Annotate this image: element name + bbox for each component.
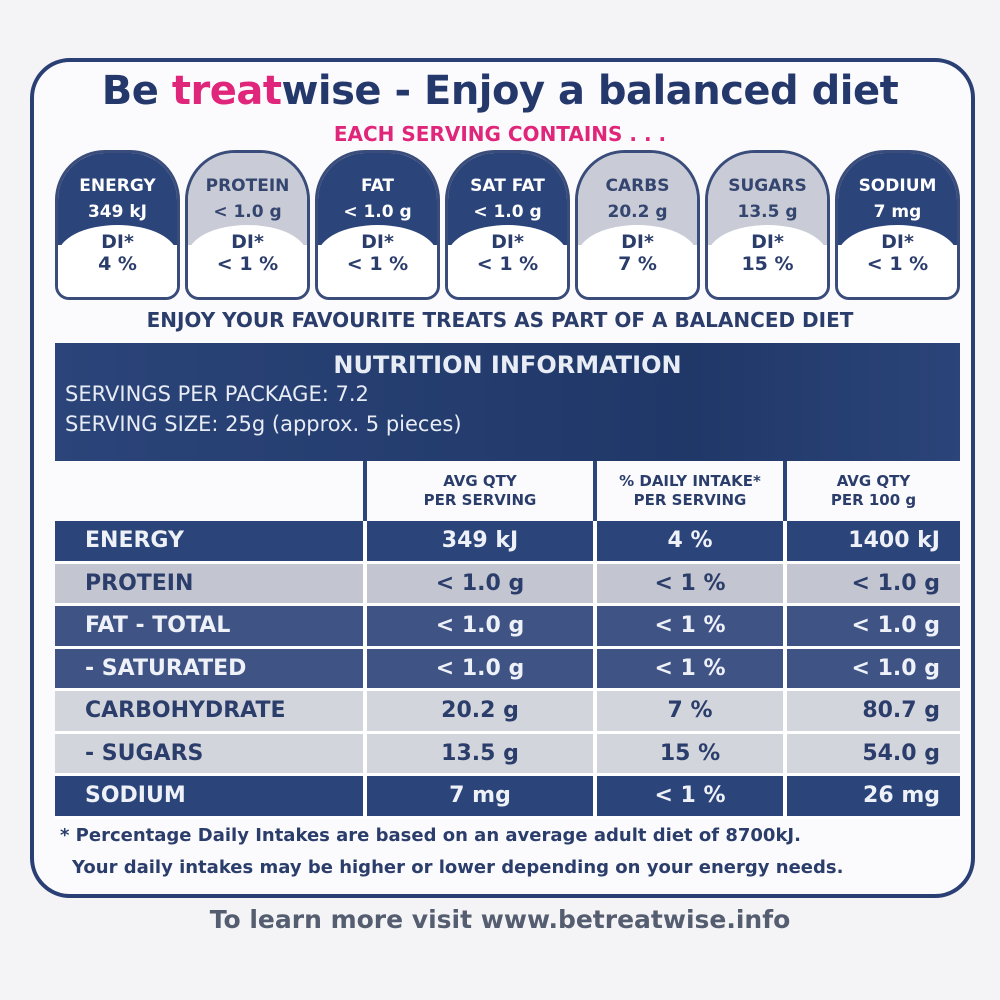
- nutrition-heading: NUTRITION INFORMATION: [333, 351, 682, 379]
- table-row: ENERGY 349 kJ 4 % 1400 kJ: [55, 521, 960, 564]
- badge-name: SUGARS: [728, 176, 807, 196]
- footnote-line-2: Your daily intakes may be higher or lowe…: [72, 857, 844, 878]
- row-label: CARBOHYDRATE: [55, 691, 367, 731]
- badge-di-value: < 1 %: [346, 253, 409, 275]
- servings-per-package: SERVINGS PER PACKAGE: 7.2: [65, 382, 369, 406]
- table-row: - SATURATED < 1.0 g < 1 % < 1.0 g: [55, 648, 960, 691]
- badge-name: SAT FAT: [470, 176, 545, 196]
- enjoy-message: ENJOY YOUR FAVOURITE TREATS AS PART OF A…: [146, 308, 854, 332]
- badge-value: 349 kJ: [87, 202, 148, 222]
- title-brand: treat: [171, 68, 282, 114]
- badge-bottom: DI* 15 %: [708, 225, 827, 297]
- badge-di-value: 15 %: [741, 253, 794, 275]
- badge-name: FAT: [360, 176, 395, 196]
- badge-di-value: < 1 %: [476, 253, 539, 275]
- row-daily-intake: 7 %: [597, 691, 787, 731]
- badge-carbs: CARBS 20.2 g DI* 7 %: [575, 150, 700, 300]
- title-pre: Be: [101, 68, 172, 114]
- nutrition-table: ENERGY 349 kJ 4 % 1400 kJ PROTEIN < 1.0 …: [55, 521, 960, 819]
- serving-size: SERVING SIZE: 25g (approx. 5 pieces): [65, 412, 462, 436]
- row-per-serving: < 1.0 g: [367, 606, 597, 646]
- badge-value: < 1.0 g: [473, 202, 542, 222]
- badge-top: SODIUM 7 mg: [838, 153, 957, 245]
- footnote: * Percentage Daily Intakes are based on …: [60, 820, 960, 884]
- row-per-serving: 349 kJ: [367, 521, 597, 561]
- row-daily-intake: 15 %: [597, 733, 787, 773]
- badge-bottom: DI* 7 %: [578, 225, 697, 297]
- title-post: wise - Enjoy a balanced diet: [281, 68, 899, 114]
- badge-bottom: DI* < 1 %: [838, 225, 957, 297]
- badge-di-value: 7 %: [618, 253, 657, 275]
- badge-value: 7 mg: [873, 202, 922, 222]
- row-per-serving: 13.5 g: [367, 733, 597, 773]
- badge-energy: ENERGY 349 kJ DI* 4 %: [55, 150, 180, 300]
- badge-name: CARBS: [605, 176, 670, 196]
- daily-intake-badges: ENERGY 349 kJ DI* 4 % PROTEIN < 1.0 g DI* < …: [55, 150, 960, 300]
- row-per-100g: < 1.0 g: [851, 655, 940, 681]
- badge-sodium: SODIUM 7 mg DI* < 1 %: [835, 150, 960, 300]
- badge-di-label: DI*: [621, 231, 654, 253]
- label-title: Be treatwise - Enjoy a balanced diet: [0, 68, 1000, 114]
- row-label: - SUGARS: [55, 733, 367, 773]
- badge-di-label: DI*: [881, 231, 914, 253]
- badge-sat-fat: SAT FAT < 1.0 g DI* < 1 %: [445, 150, 570, 300]
- badge-value: 20.2 g: [607, 202, 668, 222]
- badge-di-value: 4 %: [98, 253, 137, 275]
- badge-di-value: < 1 %: [866, 253, 929, 275]
- footnote-line-1: * Percentage Daily Intakes are based on …: [60, 825, 801, 846]
- row-per-serving: < 1.0 g: [367, 563, 597, 603]
- row-per-serving: 20.2 g: [367, 691, 597, 731]
- table-row: PROTEIN < 1.0 g < 1 % < 1.0 g: [55, 563, 960, 606]
- row-label: FAT - TOTAL: [55, 606, 367, 646]
- badge-di-label: DI*: [751, 231, 784, 253]
- badge-di-label: DI*: [361, 231, 394, 253]
- badge-di-label: DI*: [101, 231, 134, 253]
- row-daily-intake: < 1 %: [597, 563, 787, 603]
- table-row: SODIUM 7 mg < 1 % 26 mg: [55, 776, 960, 819]
- row-per-100g: 26 mg: [863, 783, 940, 809]
- table-row: FAT - TOTAL < 1.0 g < 1 % < 1.0 g: [55, 606, 960, 649]
- each-serving-subtitle: EACH SERVING CONTAINS . . .: [333, 122, 667, 146]
- row-per-100g: < 1.0 g: [851, 570, 940, 596]
- badge-di-value: < 1 %: [216, 253, 279, 275]
- table-row: CARBOHYDRATE 20.2 g 7 % 80.7 g: [55, 691, 960, 734]
- row-per-100g: 80.7 g: [862, 698, 940, 724]
- badge-di-label: DI*: [491, 231, 524, 253]
- website-link[interactable]: To learn more visit www.betreatwise.info: [209, 905, 791, 934]
- nutrition-info-header: NUTRITION INFORMATION SERVINGS PER PACKA…: [55, 343, 960, 461]
- row-per-100g: 1400 kJ: [848, 528, 940, 554]
- badge-value: < 1.0 g: [343, 202, 412, 222]
- badge-bottom: DI* < 1 %: [448, 225, 567, 297]
- table-row: - SUGARS 13.5 g 15 % 54.0 g: [55, 733, 960, 776]
- badge-value: 13.5 g: [737, 202, 798, 222]
- row-daily-intake: < 1 %: [597, 606, 787, 646]
- row-per-serving: < 1.0 g: [367, 648, 597, 688]
- badge-value: < 1.0 g: [213, 202, 282, 222]
- badge-name: SODIUM: [858, 176, 937, 196]
- header-blank: [55, 461, 367, 521]
- table-header: AVG QTY PER SERVING % DAILY INTAKE* PER …: [55, 461, 960, 521]
- row-label: PROTEIN: [55, 563, 367, 603]
- row-per-100g: 54.0 g: [862, 740, 940, 766]
- row-daily-intake: 4 %: [597, 521, 787, 561]
- header-daily-intake: % DAILY INTAKE* PER SERVING: [597, 461, 787, 521]
- badge-di-label: DI*: [231, 231, 264, 253]
- header-per-100g: AVG QTY PER 100 g: [830, 472, 917, 509]
- badge-protein: PROTEIN < 1.0 g DI* < 1 %: [185, 150, 310, 300]
- row-daily-intake: < 1 %: [597, 648, 787, 688]
- badge-bottom: DI* 4 %: [58, 225, 177, 297]
- row-per-serving: 7 mg: [367, 776, 597, 816]
- badge-bottom: DI* < 1 %: [318, 225, 437, 297]
- badge-sugars: SUGARS 13.5 g DI* 15 %: [705, 150, 830, 300]
- row-daily-intake: < 1 %: [597, 776, 787, 816]
- row-label: - SATURATED: [55, 648, 367, 688]
- row-per-100g: < 1.0 g: [851, 613, 940, 639]
- header-per-serving: AVG QTY PER SERVING: [367, 461, 597, 521]
- badge-name: ENERGY: [79, 176, 156, 196]
- badge-bottom: DI* < 1 %: [188, 225, 307, 297]
- row-label: SODIUM: [55, 776, 367, 816]
- badge-fat: FAT < 1.0 g DI* < 1 %: [315, 150, 440, 300]
- row-label: ENERGY: [55, 521, 367, 561]
- badge-name: PROTEIN: [205, 176, 290, 196]
